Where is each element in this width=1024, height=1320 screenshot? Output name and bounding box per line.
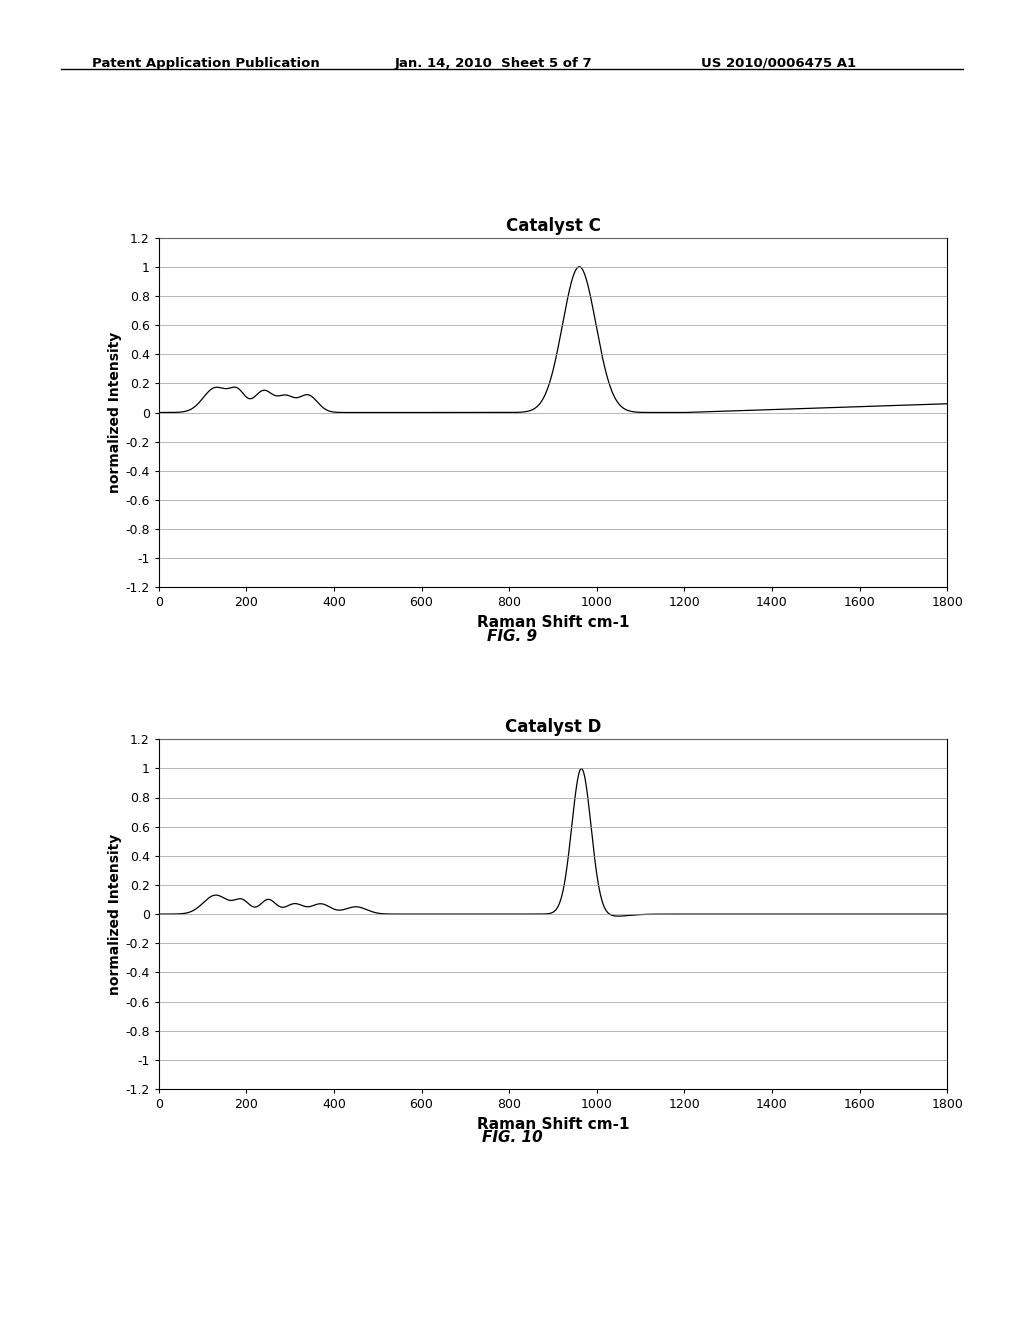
Y-axis label: normalized Intensity: normalized Intensity <box>109 833 123 995</box>
X-axis label: Raman Shift cm-1: Raman Shift cm-1 <box>477 1117 629 1131</box>
Text: US 2010/0006475 A1: US 2010/0006475 A1 <box>701 57 856 70</box>
Text: Patent Application Publication: Patent Application Publication <box>92 57 319 70</box>
Title: Catalyst C: Catalyst C <box>506 216 600 235</box>
Text: FIG. 10: FIG. 10 <box>481 1130 543 1146</box>
Title: Catalyst D: Catalyst D <box>505 718 601 737</box>
Text: Jan. 14, 2010  Sheet 5 of 7: Jan. 14, 2010 Sheet 5 of 7 <box>394 57 592 70</box>
Text: FIG. 9: FIG. 9 <box>487 628 537 644</box>
Y-axis label: normalized Intensity: normalized Intensity <box>109 331 123 494</box>
X-axis label: Raman Shift cm-1: Raman Shift cm-1 <box>477 615 629 630</box>
